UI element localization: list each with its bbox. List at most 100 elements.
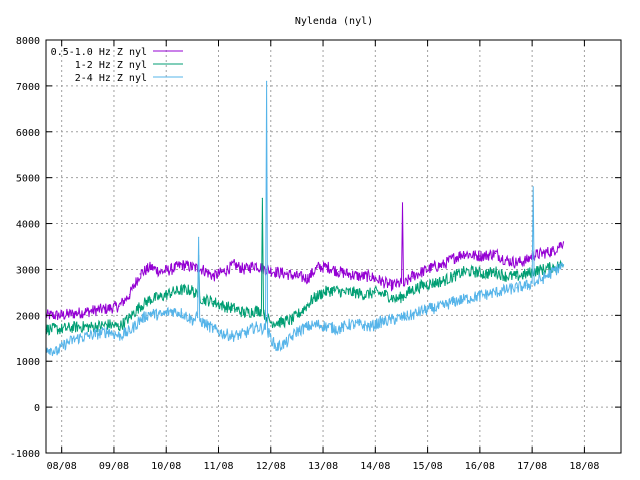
- plot-area: [45, 80, 565, 357]
- data-point: [484, 273, 486, 275]
- series-line: [45, 81, 564, 357]
- data-point: [233, 264, 235, 266]
- data-point: [552, 266, 554, 268]
- data-point: [359, 275, 361, 277]
- data-point: [463, 252, 465, 254]
- data-point: [411, 289, 413, 291]
- y-tick-label: 6000: [16, 128, 40, 139]
- chart-title: Nylenda (nyl): [295, 16, 373, 27]
- data-point: [552, 271, 554, 273]
- legend-label: 2-4 Hz Z nyl: [75, 73, 147, 84]
- data-point: [327, 326, 329, 328]
- data-point: [442, 305, 444, 307]
- data-point: [160, 296, 162, 298]
- data-point: [76, 326, 78, 328]
- data-point: [244, 333, 246, 335]
- data-point: [484, 255, 486, 257]
- data-point: [374, 291, 376, 293]
- y-tick-label: 2000: [16, 311, 40, 322]
- data-point: [129, 330, 131, 332]
- plot-border: [45, 39, 622, 454]
- data-point: [494, 252, 497, 254]
- data-point: [359, 323, 361, 326]
- data-point: [202, 268, 204, 270]
- data-point: [170, 268, 173, 270]
- data-point: [233, 335, 235, 337]
- data-point: [199, 319, 201, 321]
- data-point: [212, 301, 214, 303]
- y-tick-label: 5000: [16, 174, 40, 185]
- x-tick-label: 10/08: [151, 461, 181, 472]
- data-point: [533, 282, 535, 284]
- data-point: [385, 294, 387, 296]
- data-point: [55, 351, 58, 353]
- data-point: [275, 271, 277, 273]
- data-point: [266, 80, 268, 82]
- data-point: [76, 312, 78, 314]
- data-point: [254, 310, 256, 312]
- data-point: [369, 326, 371, 328]
- data-point: [453, 257, 455, 259]
- data-point: [66, 342, 68, 344]
- series-line: [45, 202, 564, 321]
- data-point: [348, 323, 350, 326]
- data-point: [149, 298, 152, 300]
- legend-label: 0.5-1.0 Hz Z nyl: [51, 47, 147, 58]
- y-tick-label: 8000: [16, 36, 40, 47]
- data-point: [149, 266, 152, 268]
- y-tick-label: 3000: [16, 265, 40, 276]
- data-point: [515, 262, 518, 264]
- y-tick-label: 7000: [16, 82, 40, 93]
- data-point: [202, 321, 204, 323]
- x-tick-label: 09/08: [99, 461, 129, 472]
- data-point: [453, 301, 455, 303]
- data-point: [223, 271, 225, 273]
- data-point: [400, 282, 403, 284]
- data-point: [97, 333, 99, 335]
- data-point: [139, 273, 141, 275]
- data-point: [108, 323, 110, 326]
- data-point: [432, 282, 434, 284]
- data-point: [129, 294, 131, 296]
- data-point: [118, 326, 120, 328]
- data-point: [317, 323, 319, 326]
- data-point: [526, 259, 528, 261]
- data-point: [306, 326, 308, 328]
- data-point: [61, 328, 63, 330]
- grid: [46, 40, 621, 453]
- data-point: [432, 307, 434, 310]
- data-point: [332, 289, 335, 291]
- series-1: [45, 202, 565, 321]
- data-point: [542, 252, 544, 254]
- data-point: [280, 321, 282, 323]
- data-point: [296, 330, 298, 332]
- legend-label: 1-2 Hz Z nyl: [75, 60, 147, 71]
- x-axis: 08/08 09/08 10/08 11/08 12/08 13/08 14/08 15/08…: [47, 40, 599, 472]
- data-point: [453, 275, 455, 277]
- x-tick-label: 17/08: [517, 461, 547, 472]
- data-point: [139, 305, 141, 307]
- data-point: [76, 337, 78, 339]
- data-point: [442, 280, 444, 282]
- data-point: [348, 273, 350, 275]
- data-point: [296, 275, 298, 277]
- y-tick-label: 0: [34, 403, 40, 414]
- data-point: [260, 310, 262, 312]
- data-point: [421, 271, 423, 273]
- data-point: [402, 284, 405, 287]
- y-axis: -1000 0 1000 2000 3000 4000 5000 6000 7000 8000: [10, 36, 621, 460]
- data-point: [181, 289, 183, 291]
- series-2: [45, 197, 565, 336]
- data-point: [343, 291, 345, 293]
- data-point: [379, 280, 382, 282]
- series-line: [45, 198, 564, 336]
- data-point: [411, 314, 413, 316]
- x-tick-label: 13/08: [308, 461, 338, 472]
- data-point: [170, 310, 173, 312]
- data-point: [197, 317, 199, 319]
- data-point: [463, 298, 465, 300]
- x-tick-label: 08/08: [47, 461, 77, 472]
- data-point: [421, 284, 423, 287]
- data-point: [191, 319, 193, 321]
- data-point: [338, 328, 340, 330]
